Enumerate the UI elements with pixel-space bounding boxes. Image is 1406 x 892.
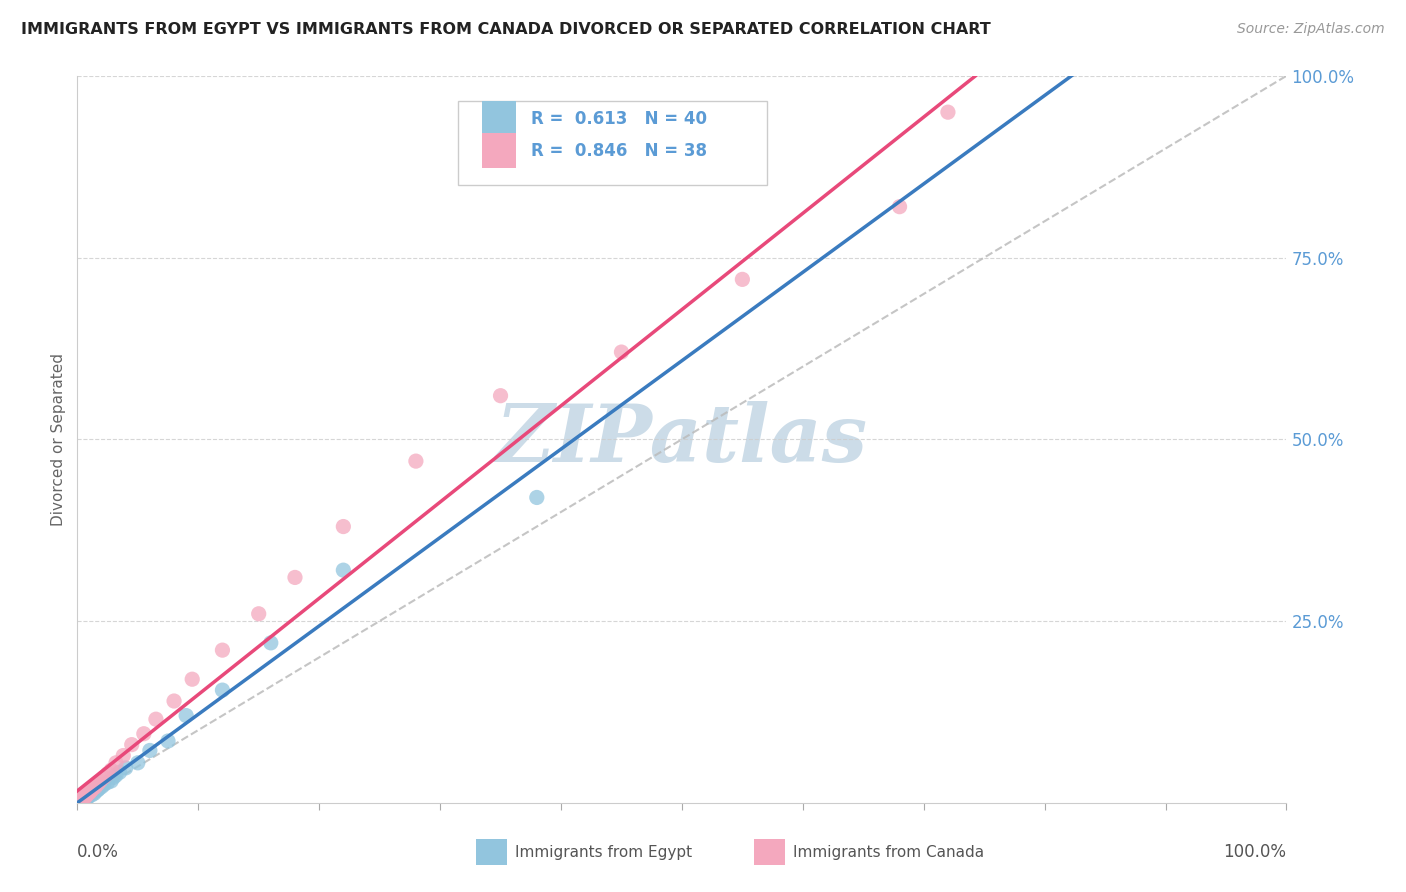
Point — [77, 786, 100, 800]
Point — [77, 787, 100, 801]
Point — [405, 454, 427, 468]
Point — [610, 345, 633, 359]
Point — [84, 784, 107, 798]
Point — [80, 788, 103, 802]
Point — [75, 791, 97, 805]
Point — [75, 789, 97, 804]
Point — [211, 683, 233, 698]
Text: 0.0%: 0.0% — [77, 843, 120, 861]
Point — [76, 788, 98, 802]
Point — [103, 770, 125, 784]
Point — [72, 790, 94, 805]
Text: 100.0%: 100.0% — [1223, 843, 1286, 861]
Point — [93, 778, 115, 792]
Point — [73, 790, 96, 805]
Point — [70, 791, 93, 805]
Point — [70, 794, 93, 808]
Point — [96, 775, 118, 789]
Bar — [482, 133, 516, 169]
Point — [77, 789, 100, 804]
Point — [100, 774, 122, 789]
Point — [69, 793, 91, 807]
Point — [79, 789, 101, 803]
Point — [100, 763, 122, 777]
Y-axis label: Divorced or Separated: Divorced or Separated — [51, 353, 66, 525]
Point — [112, 748, 135, 763]
Point — [163, 694, 186, 708]
Point — [79, 784, 101, 798]
Point — [181, 672, 204, 686]
Point — [89, 774, 111, 789]
Point — [83, 786, 105, 800]
Text: Immigrants from Canada: Immigrants from Canada — [793, 845, 984, 860]
Point — [86, 783, 108, 797]
Text: ZIPatlas: ZIPatlas — [496, 401, 868, 478]
Point — [127, 756, 149, 770]
Point — [77, 785, 100, 799]
Point — [139, 743, 162, 757]
Text: IMMIGRANTS FROM EGYPT VS IMMIGRANTS FROM CANADA DIVORCED OR SEPARATED CORRELATIO: IMMIGRANTS FROM EGYPT VS IMMIGRANTS FROM… — [21, 22, 991, 37]
Point — [73, 789, 96, 803]
Point — [87, 781, 110, 796]
Point — [79, 786, 101, 800]
Point — [157, 734, 180, 748]
Point — [332, 519, 354, 533]
Point — [70, 792, 93, 806]
Bar — [477, 839, 506, 864]
Text: Source: ZipAtlas.com: Source: ZipAtlas.com — [1237, 22, 1385, 37]
Point — [114, 761, 136, 775]
Point — [76, 788, 98, 802]
Point — [84, 780, 107, 794]
Point — [76, 790, 98, 805]
Point — [260, 636, 283, 650]
Point — [73, 789, 96, 804]
Point — [82, 781, 104, 796]
Text: R =  0.846   N = 38: R = 0.846 N = 38 — [531, 142, 707, 160]
Point — [247, 607, 270, 621]
Point — [731, 272, 754, 286]
Point — [93, 770, 115, 784]
Point — [73, 789, 96, 803]
Point — [174, 708, 197, 723]
Point — [96, 766, 118, 780]
Point — [79, 786, 101, 800]
Bar — [482, 102, 516, 136]
Point — [489, 389, 512, 403]
Point — [70, 794, 93, 808]
Point — [67, 794, 90, 808]
Point — [87, 782, 110, 797]
Point — [105, 768, 128, 782]
Point — [75, 789, 97, 804]
Point — [80, 782, 103, 797]
Point — [72, 789, 94, 804]
Point — [332, 563, 354, 577]
Point — [526, 491, 548, 505]
Point — [211, 643, 233, 657]
Point — [284, 570, 307, 584]
Point — [72, 793, 94, 807]
Point — [121, 738, 143, 752]
Point — [145, 712, 167, 726]
Point — [73, 792, 96, 806]
Text: Immigrants from Egypt: Immigrants from Egypt — [515, 845, 692, 860]
Point — [889, 200, 911, 214]
FancyBboxPatch shape — [458, 102, 766, 185]
Point — [70, 791, 93, 805]
Point — [132, 727, 155, 741]
Text: R =  0.613   N = 40: R = 0.613 N = 40 — [531, 110, 707, 128]
Point — [105, 756, 128, 770]
Point — [90, 780, 112, 794]
Point — [69, 794, 91, 808]
Point — [87, 777, 110, 791]
Point — [108, 765, 131, 780]
Point — [936, 105, 959, 120]
Bar — [755, 839, 785, 864]
Point — [82, 785, 104, 799]
